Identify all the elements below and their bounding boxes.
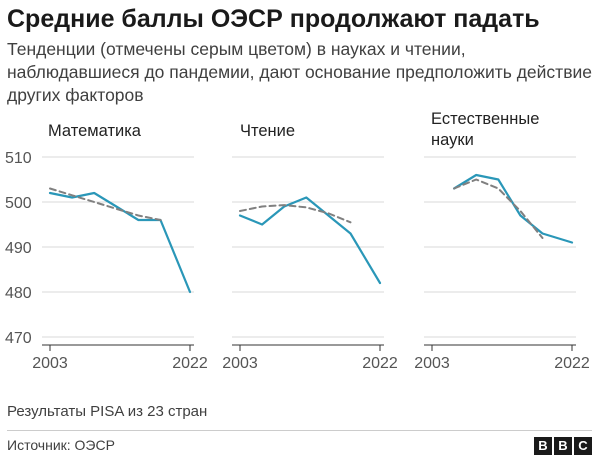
- chart-title: Средние баллы ОЭСР продолжают падать: [7, 5, 540, 33]
- panel-1: Математика 470 480 490 500 510 2003 2022: [5, 122, 208, 372]
- panel-3: Естественные науки 2003 2022: [414, 110, 590, 372]
- y-tick-label: 490: [5, 240, 32, 257]
- trend-line: [49, 187, 162, 221]
- trend-line: [239, 204, 352, 224]
- x-tick-label: 2022: [554, 355, 590, 372]
- x-tick-label: 2022: [172, 355, 208, 372]
- data-note: Результаты PISA из 23 стран: [7, 403, 208, 420]
- x-tick-label: 2003: [222, 355, 258, 372]
- y-tick-label: 480: [5, 285, 32, 302]
- logo-letter-c: C: [574, 437, 592, 455]
- y-tick-label: 470: [5, 330, 32, 347]
- y-tick-label: 500: [5, 195, 32, 212]
- logo-letter-b1: B: [534, 437, 552, 455]
- actual-line: [453, 173, 574, 244]
- panel-2: Чтение 2003 2022: [222, 122, 398, 372]
- panel-title: Естественные науки: [431, 110, 539, 149]
- trend-line: [453, 178, 544, 239]
- logo-letter-b2: B: [554, 437, 572, 455]
- x-tick-label: 2003: [414, 355, 450, 372]
- actual-line: [238, 196, 382, 285]
- small-multiples-chart: Математика 470 480 490 500 510 2003 2022 Чтение 2…: [5, 110, 590, 372]
- source-label: Источник: ОЭСР: [7, 437, 115, 453]
- panel-title: Чтение: [240, 122, 295, 140]
- x-tick-label: 2003: [32, 355, 68, 372]
- actual-line: [48, 191, 192, 294]
- y-tick-label: 510: [5, 150, 32, 167]
- chart-subtitle: Тенденции (отмечены серым цветом) в наук…: [7, 39, 593, 105]
- bbc-logo: B B C: [534, 437, 592, 455]
- footer-divider: [7, 430, 592, 431]
- panel-title: Математика: [48, 122, 142, 140]
- x-tick-label: 2022: [362, 355, 398, 372]
